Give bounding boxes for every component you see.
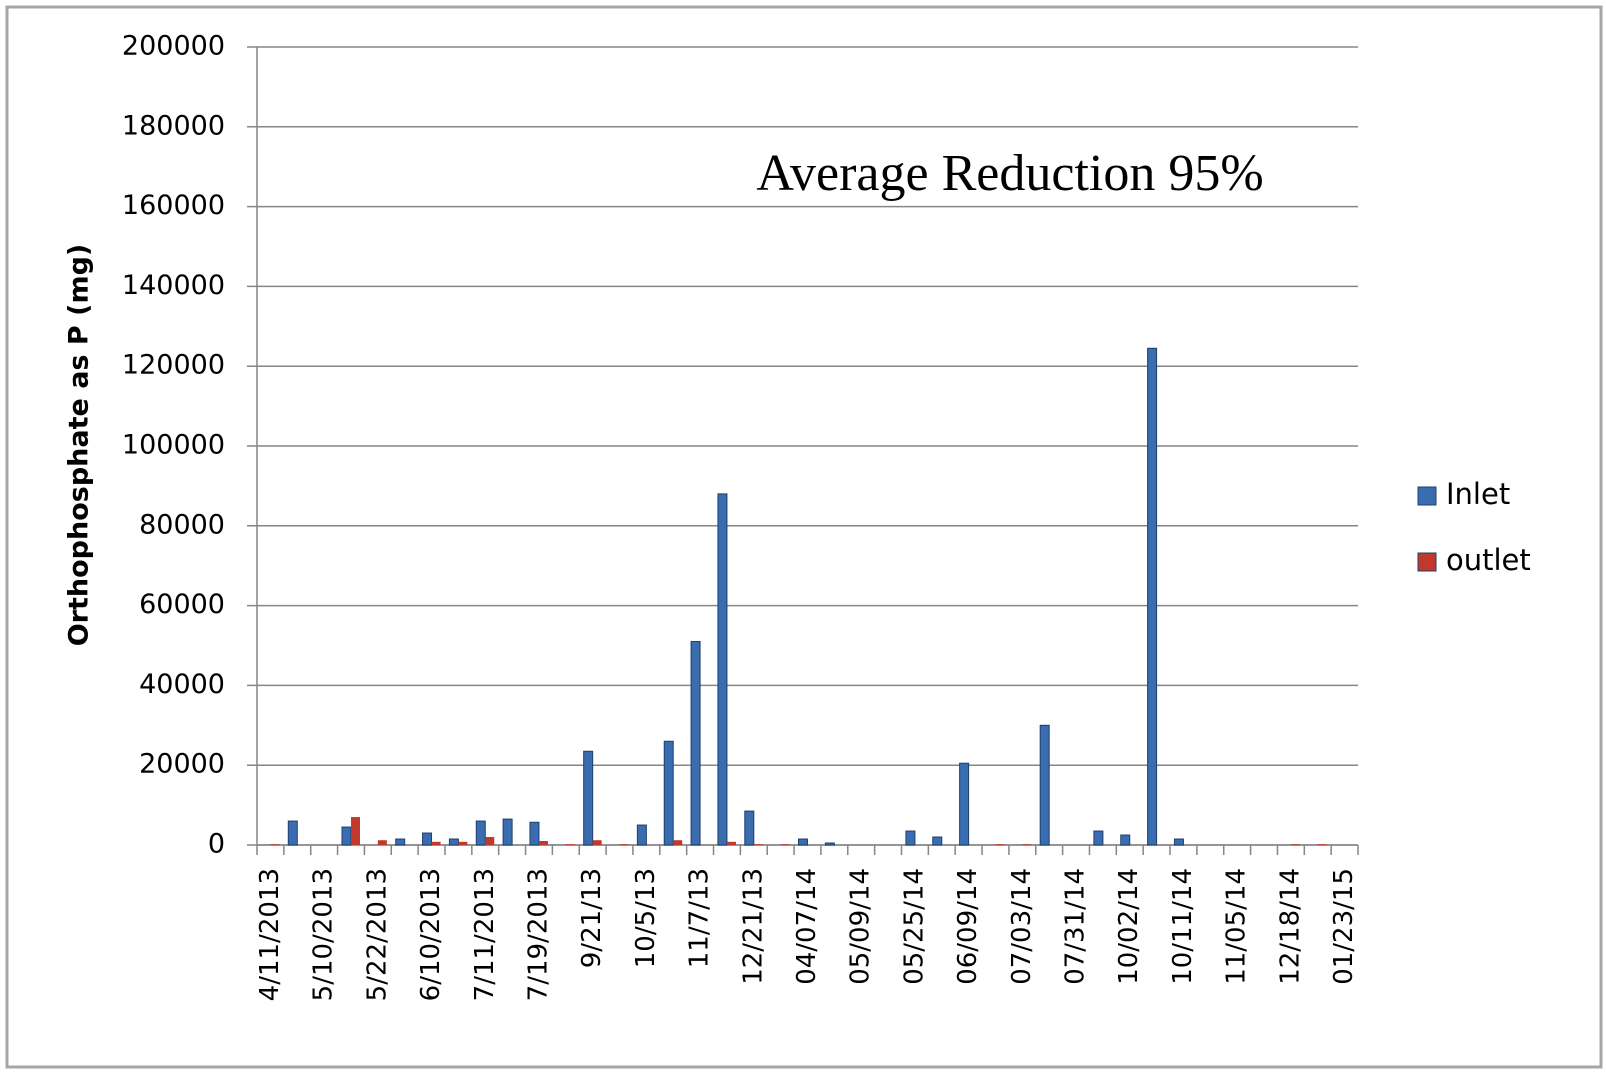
bar xyxy=(744,810,755,846)
bar xyxy=(583,750,594,846)
x-tick-label: 10/02/14 xyxy=(1114,868,1144,985)
bar xyxy=(341,826,352,846)
bar xyxy=(753,844,763,845)
bar xyxy=(1022,844,1032,845)
y-tick-label: 200000 xyxy=(122,31,225,62)
bar xyxy=(690,641,701,846)
bar xyxy=(475,820,486,846)
bar xyxy=(565,844,575,845)
x-tick-label: 9/21/13 xyxy=(577,868,607,968)
bar xyxy=(431,841,441,845)
bar xyxy=(395,838,406,846)
y-tick-label: 160000 xyxy=(122,190,225,221)
bar xyxy=(673,840,683,845)
y-tick-label: 140000 xyxy=(122,270,225,301)
y-tick-label: 180000 xyxy=(122,110,225,141)
x-tick-label: 5/10/2013 xyxy=(309,868,339,1001)
bar xyxy=(592,840,602,845)
bar xyxy=(485,837,495,845)
bar xyxy=(959,762,970,846)
bar xyxy=(780,844,790,845)
bar xyxy=(636,824,647,846)
bar xyxy=(1290,844,1300,845)
bar xyxy=(1039,724,1050,846)
bar xyxy=(905,830,916,846)
bar xyxy=(1147,347,1158,846)
bar xyxy=(1093,830,1104,846)
frame xyxy=(5,5,1603,1069)
x-tick-label: 12/21/13 xyxy=(738,868,768,985)
bar xyxy=(1173,838,1184,846)
x-tick-label: 4/11/2013 xyxy=(255,868,285,1001)
bar xyxy=(1317,844,1327,845)
bar xyxy=(502,818,513,846)
x-tick-label: 07/03/14 xyxy=(1007,868,1037,985)
y-tick-label: 120000 xyxy=(122,350,225,381)
bar xyxy=(619,844,629,845)
x-tick-label: 07/31/14 xyxy=(1061,868,1091,985)
x-tick-label: 10/11/14 xyxy=(1168,868,1198,985)
x-tick-label: 7/11/2013 xyxy=(470,868,500,1001)
bar xyxy=(538,841,548,845)
x-tick-label: 7/19/2013 xyxy=(523,868,553,1001)
bar xyxy=(824,842,835,846)
bar xyxy=(458,841,468,845)
x-tick-label: 11/7/13 xyxy=(685,868,715,968)
legend-label: Inlet xyxy=(1446,477,1510,511)
bar xyxy=(422,832,433,846)
x-tick-label: 06/09/14 xyxy=(953,868,983,985)
x-tick-label: 11/05/14 xyxy=(1222,868,1252,985)
x-tick-label: 05/25/14 xyxy=(899,868,929,985)
bar xyxy=(1120,834,1131,846)
legend-label: outlet xyxy=(1446,543,1531,577)
bar xyxy=(995,844,1005,845)
x-tick-label: 6/10/2013 xyxy=(416,868,446,1001)
bar xyxy=(448,838,459,846)
x-tick-label: 04/07/14 xyxy=(792,868,822,985)
bar xyxy=(377,840,387,845)
x-tick-label: 01/23/15 xyxy=(1329,868,1359,985)
bar xyxy=(798,838,808,846)
bar xyxy=(350,817,360,845)
y-tick-label: 100000 xyxy=(122,430,225,461)
x-tick-label: 5/22/2013 xyxy=(362,868,392,1001)
y-axis-label: Orthophosphate as P (mg) xyxy=(64,244,95,647)
x-tick-label: 05/09/14 xyxy=(846,868,876,985)
legend-swatch xyxy=(1417,486,1437,506)
bar xyxy=(529,821,540,846)
bar xyxy=(270,844,280,845)
legend-swatch xyxy=(1417,552,1437,572)
x-tick-label: 12/18/14 xyxy=(1275,868,1305,985)
bar xyxy=(726,841,736,845)
bar xyxy=(663,740,674,846)
annotation: Average Reduction 95% xyxy=(756,145,1263,202)
bar xyxy=(932,836,943,846)
y-tick-label: 40000 xyxy=(139,669,225,700)
y-tick-label: 0 xyxy=(208,829,225,860)
y-tick-label: 60000 xyxy=(139,589,225,620)
x-tick-label: 10/5/13 xyxy=(631,868,661,968)
y-tick-label: 20000 xyxy=(139,749,225,780)
bar xyxy=(287,820,298,846)
bar xyxy=(717,493,728,846)
y-tick-label: 80000 xyxy=(139,509,225,540)
